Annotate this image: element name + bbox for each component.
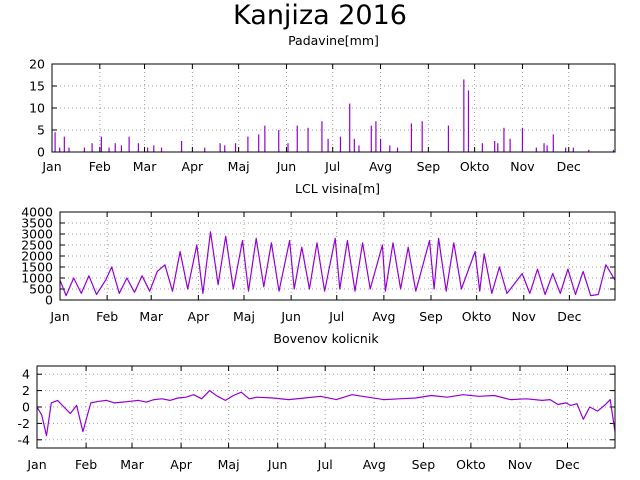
plot-frame bbox=[51, 63, 616, 153]
x-tick-label: Jun bbox=[276, 159, 297, 174]
y-tick-label: 5 bbox=[37, 123, 45, 138]
y-tick-label: 15 bbox=[29, 79, 45, 94]
x-tick-label: Jul bbox=[324, 159, 340, 174]
y-tick-label: 500 bbox=[29, 282, 53, 297]
x-tick-label: Avg bbox=[372, 309, 395, 324]
y-tick-label: 0 bbox=[37, 145, 45, 160]
panel-title: LCL visina[m] bbox=[295, 181, 380, 196]
x-tick-label: Avg bbox=[363, 457, 386, 472]
x-tick-label: Jun bbox=[280, 309, 301, 324]
x-tick-label: Sep bbox=[419, 309, 443, 324]
x-tick-label: Okto bbox=[456, 457, 486, 472]
plot-frame bbox=[36, 365, 616, 449]
x-tick-label: Mar bbox=[139, 309, 163, 324]
x-tick-label: Apr bbox=[188, 309, 210, 324]
y-tick-label: 10 bbox=[29, 101, 45, 116]
y-tick-label: -2 bbox=[18, 416, 30, 431]
plot-frame bbox=[59, 211, 616, 301]
y-tick-label: 3500 bbox=[21, 216, 53, 231]
y-tick-label: 2500 bbox=[21, 238, 53, 253]
x-tick-label: Mar bbox=[133, 159, 157, 174]
y-tick-label: 2000 bbox=[21, 249, 53, 264]
x-tick-label: Avg bbox=[369, 159, 392, 174]
y-tick-label: 4000 bbox=[21, 205, 53, 220]
series-line bbox=[59, 231, 616, 297]
boven-ratio-panel: Bovenov kolicnik -4-20 24 Jan Feb Mar Apr Maj Ju… bbox=[18, 331, 616, 472]
x-tick-label: Dec bbox=[557, 309, 581, 324]
y-tick-label: 2 bbox=[22, 383, 30, 398]
series-line bbox=[36, 390, 616, 437]
x-tick-label: Jan bbox=[41, 159, 61, 174]
lcl-height-panel: LCL visina[m] 050010001500200025003000350… bbox=[21, 181, 616, 324]
y-tick-label: -4 bbox=[18, 432, 31, 447]
panel-title: Padavine[mm] bbox=[288, 33, 379, 48]
y-tick-label: 0 bbox=[45, 293, 53, 308]
page-title: Kanjiza 2016 bbox=[233, 0, 407, 31]
x-tick-label: Mar bbox=[120, 457, 144, 472]
precipitation-panel: Padavine[mm] 0 5 10 15 20 Jan Feb Mar Apr Maj Jun Ju… bbox=[29, 33, 616, 174]
panel-title: Bovenov kolicnik bbox=[273, 331, 379, 346]
x-tick-label: Okto bbox=[462, 309, 492, 324]
y-tick-label: 3000 bbox=[21, 227, 53, 242]
x-tick-label: Sep bbox=[417, 159, 441, 174]
x-tick-label: Maj bbox=[218, 457, 240, 472]
y-tick-label: 0 bbox=[22, 400, 30, 415]
y-tick-label: 1500 bbox=[21, 260, 53, 275]
x-tick-label: Okto bbox=[460, 159, 490, 174]
y-tick-label: 4 bbox=[22, 367, 30, 382]
x-tick-label: Jul bbox=[328, 309, 344, 324]
x-tick-label: Apr bbox=[170, 457, 192, 472]
x-tick-label: Jan bbox=[49, 309, 69, 324]
x-tick-label: Maj bbox=[228, 159, 250, 174]
x-tick-label: Jan bbox=[26, 457, 46, 472]
x-tick-label: Feb bbox=[89, 159, 111, 174]
x-tick-label: Apr bbox=[182, 159, 204, 174]
x-tick-label: Feb bbox=[96, 309, 118, 324]
x-tick-label: Nov bbox=[512, 309, 537, 324]
x-tick-label: Maj bbox=[233, 309, 255, 324]
x-tick-label: Jul bbox=[317, 457, 333, 472]
x-tick-label: Nov bbox=[508, 457, 533, 472]
x-tick-label: Jun bbox=[267, 457, 288, 472]
x-tick-label: Dec bbox=[557, 159, 581, 174]
x-tick-label: Sep bbox=[412, 457, 436, 472]
y-tick-label: 1000 bbox=[21, 271, 53, 286]
x-tick-label: Nov bbox=[510, 159, 535, 174]
x-tick-label: Dec bbox=[555, 457, 579, 472]
y-tick-label: 20 bbox=[29, 57, 45, 72]
x-tick-label: Feb bbox=[75, 457, 97, 472]
